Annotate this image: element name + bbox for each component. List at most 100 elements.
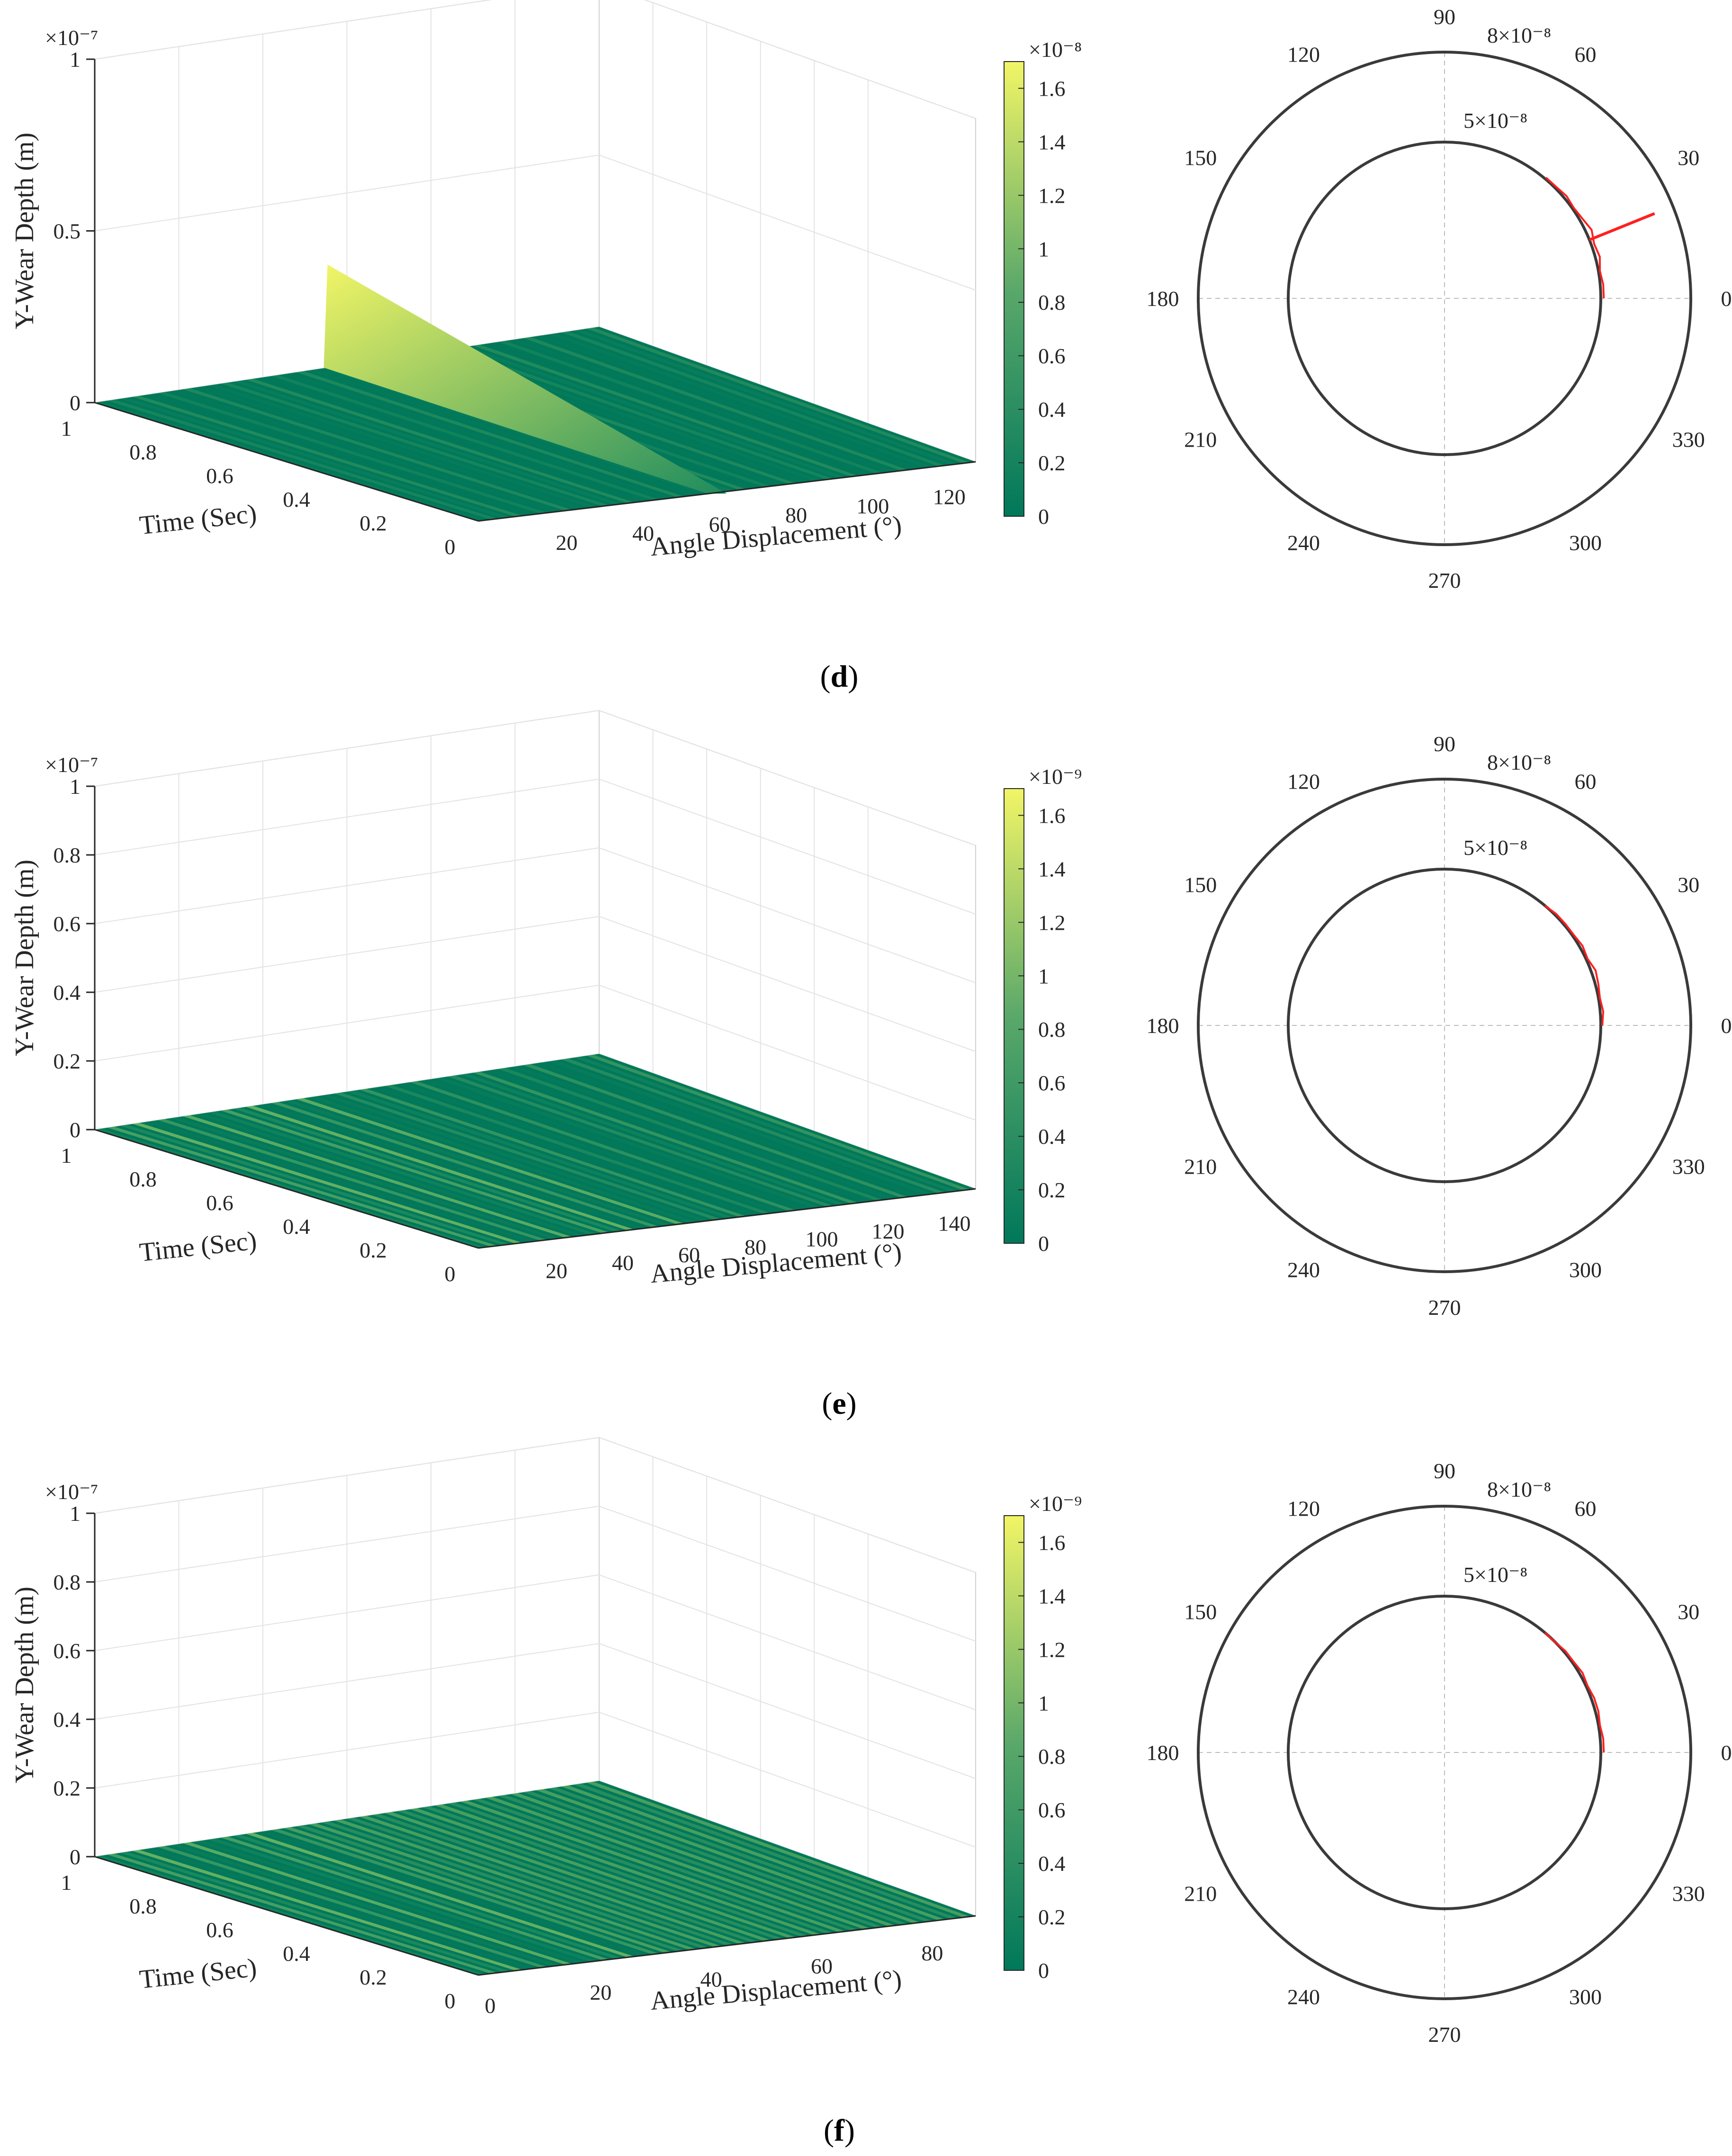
surface-stripe (322, 1094, 709, 1222)
polar-angle-label: 300 (1569, 1258, 1602, 1282)
surface-stripe (435, 1804, 821, 1935)
surface-stripe (485, 1797, 871, 1930)
gridline-z (599, 916, 976, 1052)
colorbar-tick-label: 1.2 (1038, 183, 1066, 207)
polar-angle-label: 30 (1678, 873, 1699, 897)
surface-stripe (460, 1073, 846, 1205)
time-axis-label: Time (Sec) (138, 1953, 258, 1994)
angle-tick-label: 20 (556, 530, 578, 555)
z-axis-label: Y-Wear Depth (m) (10, 1587, 39, 1783)
polar-angle-label: 210 (1184, 428, 1217, 452)
time-tick-label: 0.2 (359, 511, 387, 535)
gridline-z (94, 154, 600, 232)
polar-angle-label: 240 (1287, 1258, 1320, 1282)
colorbar-exponent: ×10⁻⁹ (1029, 1491, 1082, 1516)
caption-letter: f (834, 2113, 845, 2148)
surface-stripe (145, 1121, 535, 1242)
colorbar-tick-label: 0.2 (1038, 451, 1066, 475)
angle-tick-label: 140 (938, 1211, 971, 1235)
angle-tick-label: 40 (612, 1251, 634, 1275)
z-tick-label: 1 (70, 774, 81, 799)
angle-tick-label: 0 (485, 1994, 496, 2018)
polar-angle-label: 240 (1287, 1985, 1320, 2009)
polar-angle-label: 330 (1672, 428, 1705, 452)
colorbar-tick-label: 0.8 (1038, 1017, 1066, 1042)
colorbar-tick-label: 1.4 (1038, 857, 1066, 881)
colorbar (1004, 1515, 1024, 1971)
surface-stripe (120, 1124, 510, 1245)
colorbar-tick-label: 1.4 (1038, 1584, 1066, 1608)
surface-stripe (372, 1087, 759, 1216)
gridline-z (94, 1712, 600, 1788)
polar-angle-label: 0 (1721, 287, 1732, 311)
colorbar-tick-label: 0 (1038, 1231, 1049, 1256)
surface-stripe (196, 1113, 585, 1236)
gridline-z (599, 154, 976, 291)
angle-tick-label: 100 (856, 494, 889, 518)
surface-stripe (435, 1077, 821, 1208)
surface-stripe (448, 348, 834, 480)
gridline-z (94, 0, 492, 60)
angle-tick-label: 40 (700, 1967, 722, 1991)
surface-stripe (183, 1842, 573, 1965)
surface-stripe (284, 1827, 672, 1953)
z-tick-label: 0.4 (54, 980, 81, 1005)
colorbar-tick-label: 0 (1038, 504, 1049, 529)
polar-angle-label: 60 (1575, 1497, 1597, 1521)
colorbar-tick-label: 0.4 (1038, 1124, 1066, 1149)
polar-outer-ring-label: 8×10⁻⁸ (1487, 750, 1551, 774)
surface-stripe (95, 401, 485, 521)
surface-stripe (259, 1104, 647, 1229)
polar-angle-label: 150 (1184, 873, 1217, 897)
colorbar-tick-label: 0.4 (1038, 397, 1066, 422)
polar-outer-ring (1197, 778, 1692, 1273)
angle-tick-label: 60 (811, 1954, 833, 1978)
surface-stripe (296, 1825, 684, 1951)
time-tick-label: 0.4 (283, 487, 310, 512)
polar-angle-label: 60 (1575, 43, 1597, 67)
gridline-z (599, 1506, 976, 1642)
surface-stripe (158, 1846, 547, 1968)
polar-wear-spike (1588, 212, 1655, 242)
polar-angle-label: 210 (1184, 1155, 1217, 1179)
z-axis-exponent: ×10⁻⁷ (45, 26, 98, 50)
polar-angle-label: 60 (1575, 770, 1597, 794)
polar-inner-ring-label: 5×10⁻⁸ (1463, 108, 1527, 133)
surface-stripe (511, 1066, 896, 1199)
colorbar-tick-label: 1.2 (1038, 910, 1066, 934)
angle-tick-label: 120 (872, 1219, 905, 1243)
polar-angle-label: 180 (1147, 1014, 1179, 1038)
surface-stripe (347, 1817, 734, 1946)
polar-angle-label: 180 (1147, 287, 1179, 311)
surface-stripe (523, 1791, 908, 1925)
surface-stripe (296, 371, 684, 497)
time-tick-label: 1 (61, 416, 72, 440)
caption-open-paren: ( (822, 1386, 832, 1421)
caption-f: (f) (824, 2113, 855, 2148)
surface-stripe (170, 1844, 560, 1967)
angle-tick-label: 80 (745, 1235, 766, 1259)
gridline-z (644, 0, 976, 119)
colorbar-tick-label: 1.2 (1038, 1637, 1066, 1662)
colorbar-tick-label: 0.6 (1038, 344, 1066, 368)
angle-tick-label: 40 (632, 521, 654, 546)
polar-inner-ring-label: 5×10⁻⁸ (1463, 835, 1527, 860)
gridline-z (599, 710, 976, 846)
surface-stripe (485, 342, 871, 476)
surface-stripe (410, 1808, 796, 1938)
surface-stripe (586, 1054, 970, 1191)
surface-stripe (397, 1810, 784, 1940)
surface-stripe (460, 1800, 846, 1932)
surface-stripe (548, 333, 933, 468)
time-axis-line (94, 402, 479, 522)
time-tick-label: 0.2 (359, 1238, 387, 1262)
polar-angle-label: 300 (1569, 530, 1602, 555)
surface-stripe (448, 1075, 834, 1207)
time-tick-label: 0 (445, 1989, 456, 2013)
z-tick-label: 0.5 (54, 219, 81, 243)
caption-close-paren: ) (846, 1386, 857, 1421)
angle-tick-label: 80 (921, 1941, 943, 1965)
